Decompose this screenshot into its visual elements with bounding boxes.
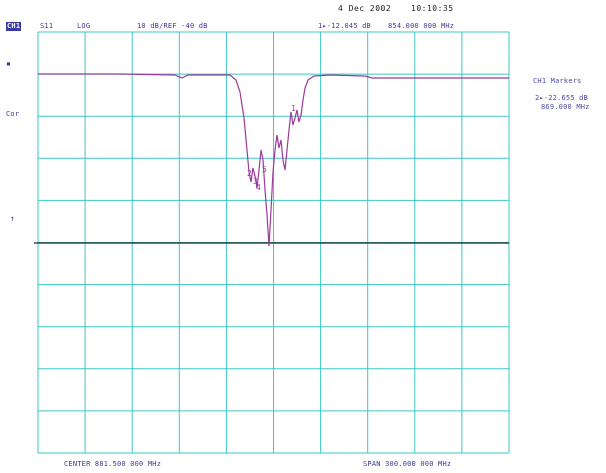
- trace-marker-4: 4: [256, 183, 261, 192]
- parameter-label: S11: [40, 22, 54, 30]
- center-frequency: CENTER 881.500 000 MHz: [64, 460, 162, 468]
- trace-marker-1: 1: [291, 104, 296, 113]
- span-frequency: SPAN 300.000 000 MHz: [363, 460, 452, 468]
- graticule-grid: [37, 31, 510, 454]
- marker2-freq: 869.000 MHz: [541, 103, 590, 111]
- trace-markers: 1 2 3 4 5: [247, 104, 296, 192]
- format-label: LOG: [77, 22, 91, 30]
- marker2-value: 2▸-22.655 dB: [535, 94, 588, 102]
- marker-symbol: ▪: [6, 59, 12, 68]
- time-label: 10:10:35: [411, 4, 454, 13]
- trace-marker-3: 3: [253, 177, 258, 186]
- scale-label: 10 dB/REF -40 dB: [137, 22, 208, 30]
- date-label: 4 Dec 2002: [338, 4, 392, 13]
- marker1-readout-value: 1▸-12.045 dB: [318, 22, 371, 30]
- markers-title: CH1 Markers: [533, 77, 582, 85]
- trace-marker-2: 2: [247, 169, 252, 178]
- trace-marker-5: 5: [262, 165, 267, 174]
- reference-arrow-icon: ↑: [10, 214, 16, 223]
- correction-label: Cor: [6, 110, 20, 118]
- s11-trace: [38, 73, 509, 247]
- channel-indicator[interactable]: CH1: [6, 22, 22, 31]
- marker1-readout-freq: 854.000 000 MHz: [388, 22, 455, 30]
